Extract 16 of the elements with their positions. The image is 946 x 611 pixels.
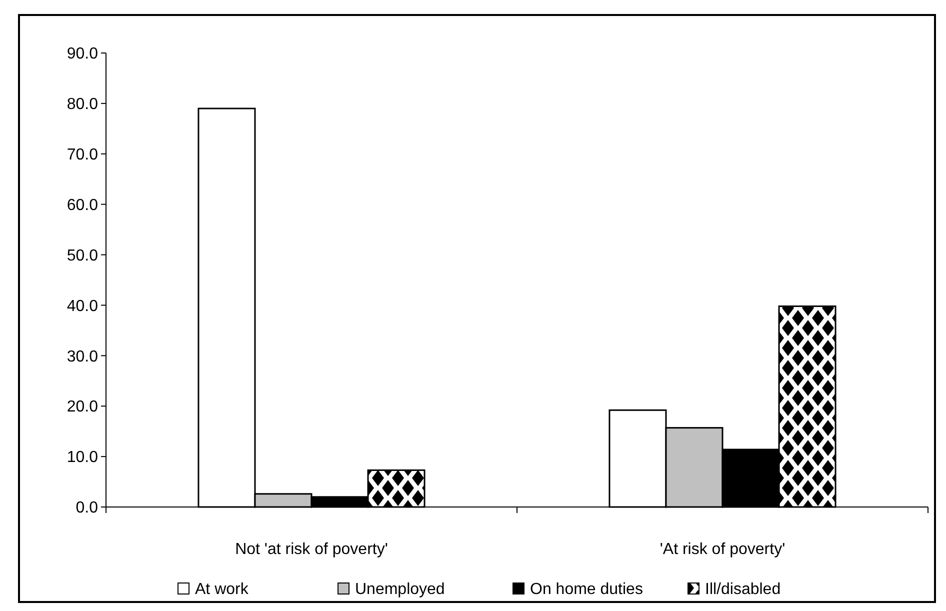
- y-tick-label: 20.0: [66, 398, 98, 416]
- y-tick-label: 50.0: [66, 247, 98, 264]
- y-tick-label: 40.0: [66, 298, 98, 315]
- y-tick-label: 90.0: [66, 46, 98, 63]
- x-tick-label: 'At risk of poverty': [660, 541, 786, 558]
- x-tick-label: Not 'at risk of poverty': [235, 541, 388, 558]
- legend-label: At work: [195, 581, 250, 598]
- y-tick-label: 70.0: [66, 146, 98, 164]
- legend-label: Ill/disabled: [705, 581, 781, 598]
- y-tick-label: 80.0: [66, 96, 98, 114]
- y-tick-label: 10.0: [66, 449, 98, 466]
- y-tick-label: 30.0: [66, 348, 98, 366]
- y-tick-label: 0.0: [76, 500, 98, 517]
- legend-label: Unemployed: [355, 581, 445, 598]
- y-tick-label: 60.0: [66, 196, 98, 214]
- legend-label: On home duties: [530, 581, 643, 598]
